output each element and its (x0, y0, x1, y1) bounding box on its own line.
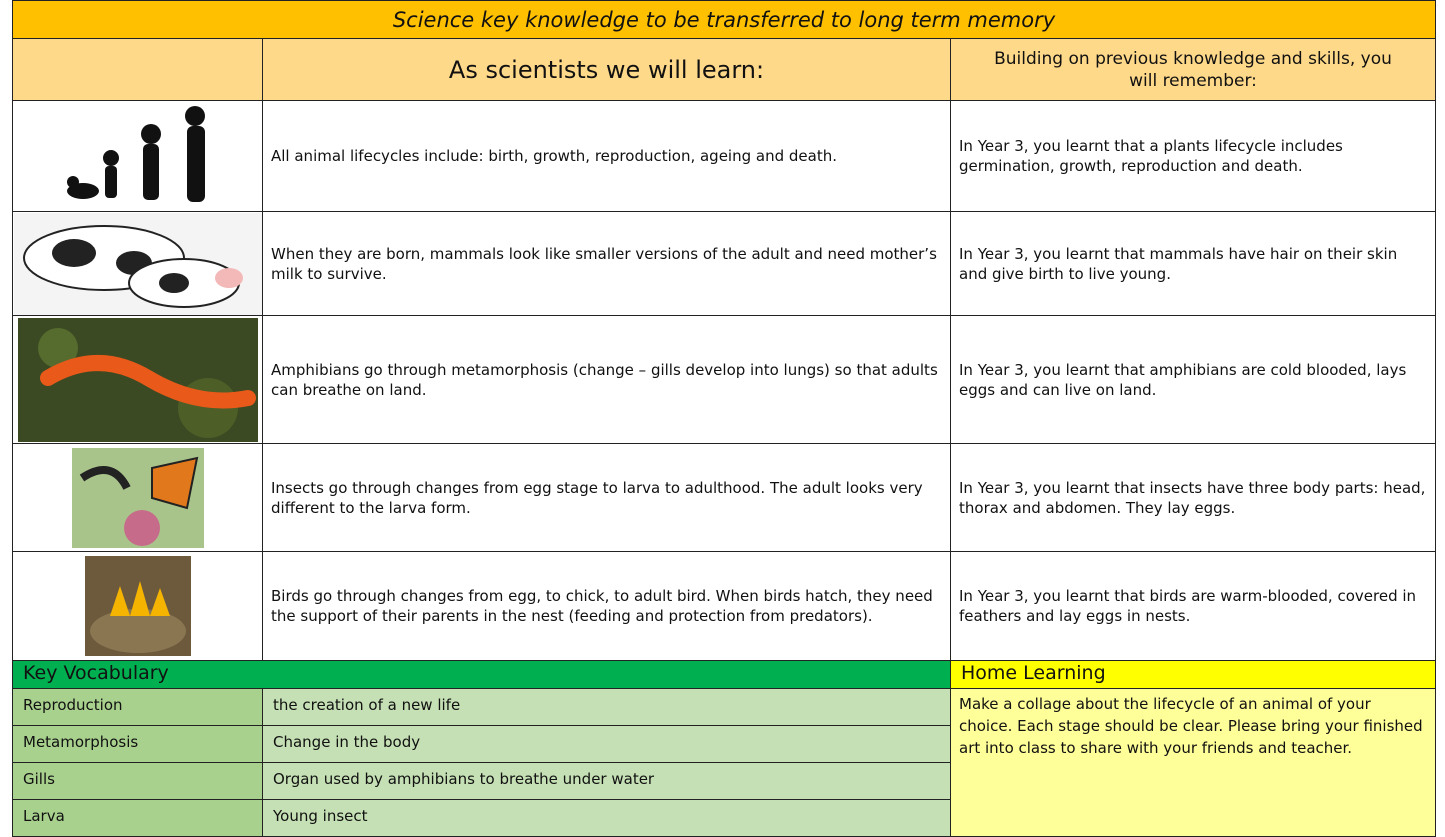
learn-text: All animal lifecycles include: birth, gr… (262, 100, 951, 212)
header-previous: Building on previous knowledge and skill… (950, 38, 1436, 101)
row-image (12, 315, 263, 444)
previous-text: In Year 3, you learnt that birds are war… (950, 551, 1436, 661)
vocab-term: Metamorphosis (12, 725, 263, 763)
vocabulary-title: Key Vocabulary (12, 660, 951, 689)
previous-text: In Year 3, you learnt that mammals have … (950, 211, 1436, 316)
vocab-definition: the creation of a new life (262, 688, 951, 726)
illustration (71, 447, 204, 548)
row-image (12, 443, 263, 552)
illustration (13, 212, 262, 315)
learn-text: When they are born, mammals look like sm… (262, 211, 951, 316)
previous-text: In Year 3, you learnt that amphibians ar… (950, 315, 1436, 444)
vocab-definition: Organ used by amphibians to breathe unde… (262, 762, 951, 800)
illustration (66, 106, 205, 202)
illustration (17, 317, 258, 442)
header-empty (12, 38, 263, 101)
row-image (12, 551, 263, 661)
illustration (84, 556, 191, 656)
learn-text: Amphibians go through metamorphosis (cha… (262, 315, 951, 444)
learn-text: Birds go through changes from egg, to ch… (262, 551, 951, 661)
vocab-term: Larva (12, 799, 263, 837)
vocab-definition: Young insect (262, 799, 951, 837)
learn-text: Insects go through changes from egg stag… (262, 443, 951, 552)
previous-text: In Year 3, you learnt that insects have … (950, 443, 1436, 552)
title: Science key knowledge to be transferred … (12, 0, 1436, 39)
header-learn: As scientists we will learn: (262, 38, 951, 101)
previous-text: In Year 3, you learnt that a plants life… (950, 100, 1436, 212)
vocab-term: Gills (12, 762, 263, 800)
row-image (12, 100, 263, 212)
row-image (12, 211, 263, 316)
vocab-term: Reproduction (12, 688, 263, 726)
vocab-definition: Change in the body (262, 725, 951, 763)
home-learning-title: Home Learning (950, 660, 1436, 689)
home-learning-text: Make a collage about the lifecycle of an… (950, 688, 1436, 837)
